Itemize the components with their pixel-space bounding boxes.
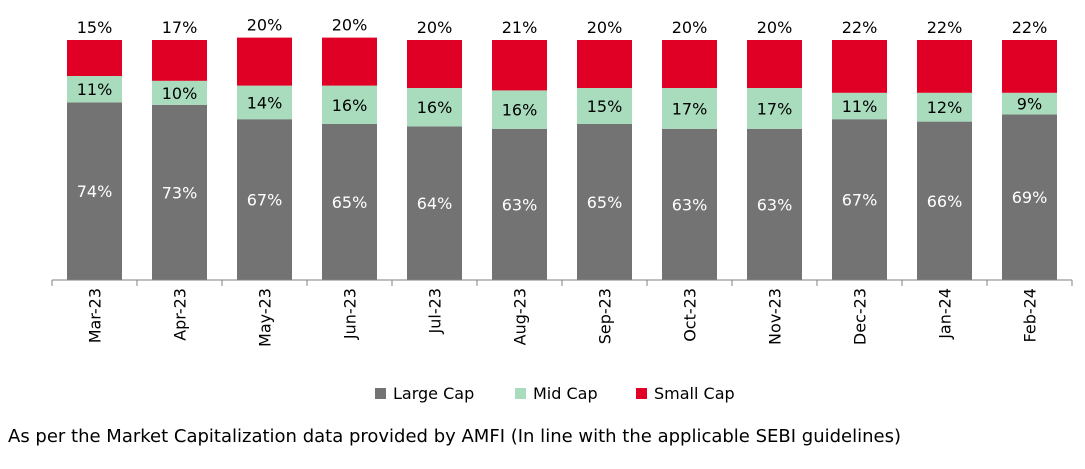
data-label-small-cap-feb-24: 22% xyxy=(1012,18,1048,37)
bar-segment-mid-cap-feb-24 xyxy=(1002,92,1057,115)
bar-segment-mid-cap-jul-23 xyxy=(407,88,462,127)
data-labels-group: 74% 11% 15% 73% 10% 17% 67% 14% 20% 65% 16% 20% 64% 1… xyxy=(77,16,1048,215)
bar-segment-large-cap-sep-23 xyxy=(577,124,632,280)
bar-segment-large-cap-may-23 xyxy=(237,119,292,280)
data-label-small-cap-may-23: 20% xyxy=(247,16,283,35)
data-label-small-cap-nov-23: 20% xyxy=(757,18,793,37)
x-axis: Mar-23 Apr-23 May-23 Jun-23 Jul-23 Aug-23 Sep-… xyxy=(51,279,1073,347)
x-tick-label-oct-23: Oct-23 xyxy=(681,288,700,342)
x-tick-label-apr-23: Apr-23 xyxy=(171,288,190,341)
bar-segment-mid-cap-jun-23 xyxy=(322,85,377,124)
data-label-mid-cap-jul-23: 16% xyxy=(417,98,453,117)
bar-segment-small-cap-apr-23 xyxy=(152,40,207,81)
data-label-mid-cap-dec-23: 11% xyxy=(842,97,878,116)
bar-segment-small-cap-dec-23 xyxy=(832,40,887,93)
data-label-mid-cap-jan-24: 12% xyxy=(927,98,963,117)
legend-label-mid-cap: Mid Cap xyxy=(533,384,598,403)
x-tick-label-jan-24: Jan-24 xyxy=(936,288,955,340)
data-label-small-cap-jun-23: 20% xyxy=(332,16,368,35)
data-label-mid-cap-apr-23: 10% xyxy=(162,84,198,103)
bar-segment-large-cap-aug-23 xyxy=(492,128,547,280)
bar-segment-mid-cap-apr-23 xyxy=(152,80,207,105)
bar-segment-small-cap-jan-24 xyxy=(917,40,972,93)
bar-segment-large-cap-oct-23 xyxy=(662,128,717,280)
data-label-small-cap-apr-23: 17% xyxy=(162,18,198,37)
data-label-small-cap-jan-24: 22% xyxy=(927,18,963,37)
legend-label-large-cap: Large Cap xyxy=(393,384,474,403)
bar-segment-large-cap-jan-24 xyxy=(917,121,972,280)
legend-swatch-mid-cap xyxy=(515,388,526,399)
data-label-small-cap-jul-23: 20% xyxy=(417,18,453,37)
bar-segment-small-cap-may-23 xyxy=(237,37,292,86)
data-label-large-cap-dec-23: 67% xyxy=(842,191,878,210)
data-label-large-cap-jan-24: 66% xyxy=(927,192,963,211)
bar-segment-small-cap-aug-23 xyxy=(492,40,547,91)
legend-swatch-small-cap xyxy=(636,388,647,399)
bar-segment-large-cap-feb-24 xyxy=(1002,114,1057,281)
x-tick-label-jun-23: Jun-23 xyxy=(341,288,360,340)
x-tick-label-mar-23: Mar-23 xyxy=(86,288,105,343)
x-tick-label-nov-23: Nov-23 xyxy=(766,288,785,345)
bar-segment-large-cap-jun-23 xyxy=(322,124,377,280)
data-label-mid-cap-aug-23: 16% xyxy=(502,101,538,120)
legend-swatch-large-cap xyxy=(375,388,386,399)
data-label-mid-cap-feb-24: 9% xyxy=(1017,95,1042,114)
data-label-mid-cap-oct-23: 17% xyxy=(672,99,708,118)
data-label-mid-cap-nov-23: 17% xyxy=(757,99,793,118)
bar-segment-large-cap-mar-23 xyxy=(67,102,122,281)
data-label-mid-cap-mar-23: 11% xyxy=(77,80,113,99)
data-label-mid-cap-sep-23: 15% xyxy=(587,97,623,116)
data-label-small-cap-oct-23: 20% xyxy=(672,18,708,37)
data-label-small-cap-aug-23: 21% xyxy=(502,18,538,37)
data-label-large-cap-aug-23: 63% xyxy=(502,195,538,214)
bar-segment-large-cap-jul-23 xyxy=(407,126,462,281)
bar-segment-mid-cap-may-23 xyxy=(237,85,292,120)
bar-segment-mid-cap-dec-23 xyxy=(832,92,887,120)
bars-group xyxy=(67,37,1057,281)
data-label-large-cap-may-23: 67% xyxy=(247,191,283,210)
bar-segment-small-cap-oct-23 xyxy=(662,40,717,88)
data-label-small-cap-mar-23: 15% xyxy=(77,18,113,37)
x-tick-label-feb-24: Feb-24 xyxy=(1021,288,1040,342)
footnote: As per the Market Capitalization data pr… xyxy=(8,426,901,447)
bar-segment-small-cap-mar-23 xyxy=(67,40,122,76)
data-label-mid-cap-may-23: 14% xyxy=(247,93,283,112)
data-label-mid-cap-jun-23: 16% xyxy=(332,96,368,115)
bar-segment-large-cap-apr-23 xyxy=(152,104,207,280)
data-label-large-cap-oct-23: 63% xyxy=(672,195,708,214)
bar-segment-mid-cap-oct-23 xyxy=(662,88,717,129)
data-label-large-cap-sep-23: 65% xyxy=(587,193,623,212)
bar-segment-small-cap-feb-24 xyxy=(1002,40,1057,93)
data-label-small-cap-sep-23: 20% xyxy=(587,18,623,37)
bar-segment-mid-cap-jan-24 xyxy=(917,92,972,122)
bar-segment-small-cap-jul-23 xyxy=(407,40,462,88)
x-tick-label-jul-23: Jul-23 xyxy=(426,288,445,334)
x-tick-label-aug-23: Aug-23 xyxy=(511,288,530,345)
data-label-large-cap-jul-23: 64% xyxy=(417,194,453,213)
bar-segment-mid-cap-mar-23 xyxy=(67,76,122,103)
x-tick-label-dec-23: Dec-23 xyxy=(851,288,870,345)
data-label-large-cap-nov-23: 63% xyxy=(757,195,793,214)
x-tick-label-sep-23: Sep-23 xyxy=(596,288,615,344)
bar-segment-large-cap-nov-23 xyxy=(747,128,802,280)
bar-segment-small-cap-jun-23 xyxy=(322,37,377,86)
data-label-large-cap-mar-23: 74% xyxy=(77,182,113,201)
legend: Large Cap Mid Cap Small Cap xyxy=(375,384,735,403)
bar-segment-mid-cap-aug-23 xyxy=(492,90,547,129)
bar-segment-mid-cap-nov-23 xyxy=(747,88,802,129)
bar-segment-large-cap-dec-23 xyxy=(832,119,887,280)
legend-label-small-cap: Small Cap xyxy=(654,384,735,403)
data-label-large-cap-feb-24: 69% xyxy=(1012,188,1048,207)
data-label-large-cap-apr-23: 73% xyxy=(162,183,198,202)
x-tick-label-may-23: May-23 xyxy=(256,288,275,347)
bar-segment-mid-cap-sep-23 xyxy=(577,88,632,124)
data-label-small-cap-dec-23: 22% xyxy=(842,18,878,37)
bar-segment-small-cap-nov-23 xyxy=(747,40,802,88)
bar-segment-small-cap-sep-23 xyxy=(577,40,632,88)
data-label-large-cap-jun-23: 65% xyxy=(332,193,368,212)
